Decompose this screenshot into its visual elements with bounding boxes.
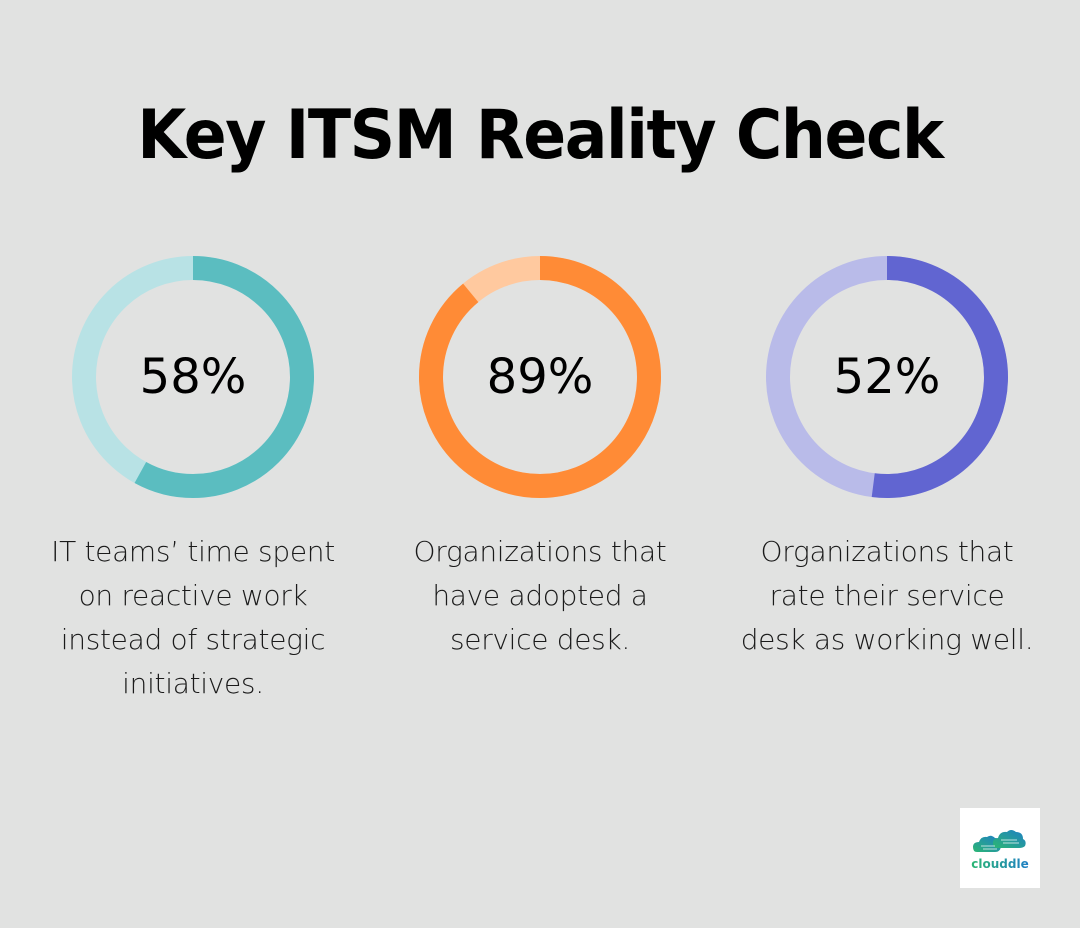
stat-description: Organizations that rate their service de… xyxy=(737,530,1037,662)
description-line: on reactive work xyxy=(78,579,308,612)
percent-value: 58% xyxy=(139,349,247,405)
description-line: Organizations that xyxy=(760,535,1014,568)
description-line: initiatives. xyxy=(122,667,264,700)
percent-value: 89% xyxy=(486,349,594,405)
description-line: service desk. xyxy=(449,623,630,656)
description-line: desk as working well. xyxy=(740,623,1034,656)
page-title: Key ITSM Reality Check xyxy=(137,96,944,175)
description-line: IT teams’ time spent xyxy=(51,535,335,568)
stat-description: Organizations that have adopted a servic… xyxy=(390,530,690,662)
donut-chart: 58% xyxy=(72,256,314,498)
logo-text: clouddle xyxy=(971,856,1029,871)
donut-chart: 52% xyxy=(766,256,1008,498)
donut-ring xyxy=(419,256,661,498)
clouddle-logo: clouddle xyxy=(960,808,1040,888)
stat-card-reactive-work: 58% IT teams’ time spent on reactive wor… xyxy=(43,256,343,706)
donut-chart: 89% xyxy=(419,256,661,498)
cloud-icon xyxy=(973,829,1026,852)
donut-ring xyxy=(72,256,314,498)
description-line: instead of strategic xyxy=(60,623,326,656)
description-line: have adopted a xyxy=(432,579,648,612)
donut-ring xyxy=(766,256,1008,498)
percent-value: 52% xyxy=(833,349,941,405)
stat-description: IT teams’ time spent on reactive work in… xyxy=(43,530,343,706)
stat-card-service-desk-rating: 52% Organizations that rate their servic… xyxy=(737,256,1037,662)
description-line: rate their service xyxy=(769,579,1005,612)
description-line: Organizations that xyxy=(413,535,667,568)
stat-card-service-desk-adoption: 89% Organizations that have adopted a se… xyxy=(390,256,690,662)
